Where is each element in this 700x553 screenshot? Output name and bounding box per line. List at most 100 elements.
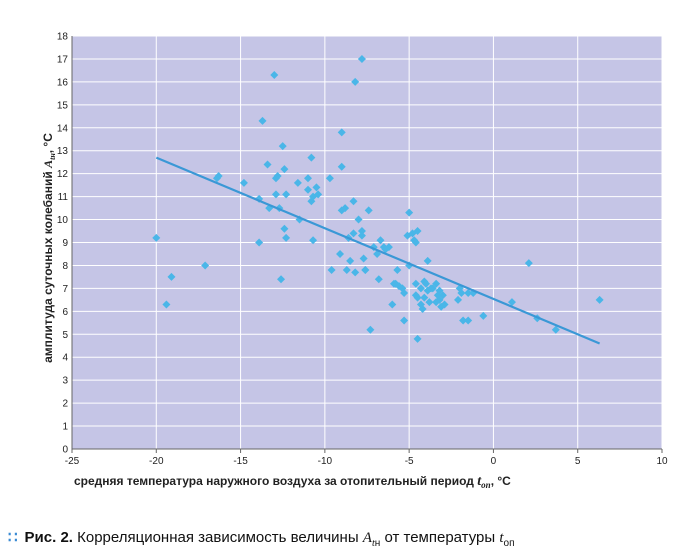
caption-var-a-sub: tн: [371, 538, 381, 549]
data-point: [507, 298, 516, 307]
caption-text: Корреляционная зависимость величины: [72, 529, 363, 546]
figure-label: Рис. 2.: [24, 529, 73, 546]
data-point: [438, 291, 447, 300]
x-tick-label: 0: [491, 456, 497, 467]
y-axis-title: амплитуда суточных колебаний Atн, °С: [41, 133, 57, 363]
y-tick-label: 12: [57, 169, 69, 180]
data-point: [359, 254, 368, 263]
y-tick-label: 4: [62, 353, 68, 364]
data-point: [595, 295, 604, 304]
data-points: [152, 54, 604, 343]
data-point: [384, 243, 393, 252]
y-tick-label: 10: [57, 215, 69, 226]
data-point: [309, 236, 318, 245]
x-tick-label: -25: [65, 456, 80, 467]
data-point: [342, 266, 351, 275]
data-point: [411, 279, 420, 288]
data-point: [327, 266, 336, 275]
data-point: [464, 288, 473, 297]
data-point: [400, 288, 409, 297]
data-point: [304, 185, 312, 194]
data-point: [420, 293, 429, 302]
data-point: [357, 227, 366, 236]
y-tick-label: 9: [62, 238, 68, 249]
data-point: [255, 238, 264, 247]
y-tick-label: 16: [57, 77, 69, 88]
data-point: [293, 178, 302, 187]
data-point: [304, 174, 312, 183]
data-point: [432, 279, 441, 288]
data-point: [239, 178, 248, 187]
data-point: [351, 268, 360, 277]
data-point: [413, 227, 422, 236]
data-point: [336, 249, 345, 258]
y-tick-label: 3: [62, 376, 68, 387]
y-tick-label: 13: [57, 146, 69, 157]
data-point: [376, 236, 385, 245]
data-point: [440, 300, 449, 309]
data-point: [422, 279, 430, 288]
data-point: [341, 204, 350, 213]
data-point: [418, 305, 427, 314]
x-tick-label: -5: [405, 456, 414, 467]
data-point: [361, 266, 370, 275]
y-tick-label: 15: [57, 100, 69, 111]
y-tick-label: 2: [62, 399, 68, 410]
x-tick-label: 10: [656, 456, 668, 467]
y-tick-label: 14: [57, 123, 69, 134]
data-point: [277, 275, 286, 284]
y-tick-label: 18: [57, 32, 69, 43]
caption-var-a: A: [362, 530, 372, 546]
data-point: [280, 165, 289, 174]
data-point: [337, 128, 346, 137]
data-point: [263, 160, 272, 169]
caption-text-middle: от температуры: [380, 529, 500, 546]
data-point: [454, 295, 463, 304]
data-point: [280, 224, 289, 233]
data-point: [366, 325, 375, 334]
data-point: [524, 259, 533, 268]
y-tick-label: 7: [62, 284, 68, 295]
y-tick-label: 5: [62, 330, 68, 341]
data-point: [393, 266, 402, 275]
data-point: [411, 238, 420, 247]
y-tick-label: 17: [57, 54, 69, 65]
data-point: [152, 233, 161, 242]
data-point: [162, 300, 171, 309]
data-point: [364, 206, 373, 215]
data-point: [282, 233, 291, 242]
x-tick-label: -10: [318, 456, 333, 467]
y-tick-label: 6: [62, 307, 68, 318]
data-point: [167, 272, 176, 281]
data-point: [357, 231, 366, 240]
data-point: [271, 190, 280, 199]
data-point: [307, 153, 316, 162]
data-point: [270, 71, 279, 80]
x-tick-label: -15: [233, 456, 248, 467]
data-point: [464, 316, 473, 325]
caption-var-t-sub: оп: [503, 538, 515, 549]
data-point: [413, 293, 422, 302]
y-tick-label: 0: [62, 445, 68, 456]
data-point: [201, 261, 210, 270]
data-point: [349, 197, 358, 206]
data-point: [278, 142, 287, 151]
data-point: [423, 256, 432, 265]
data-point: [374, 275, 383, 284]
trend-line: [155, 156, 601, 345]
data-point: [479, 311, 488, 320]
data-point: [388, 300, 397, 309]
x-tick-label: 5: [575, 456, 581, 467]
data-point: [457, 288, 466, 297]
data-point: [282, 190, 291, 199]
data-point: [413, 334, 422, 343]
y-tick-label: 11: [58, 192, 69, 203]
data-point: [425, 298, 434, 307]
figure-caption: ∷ Рис. 2. Корреляционная зависимость вели…: [8, 528, 515, 549]
data-point: [346, 256, 355, 265]
data-point: [354, 215, 363, 224]
y-tick-label: 8: [62, 261, 68, 272]
data-point: [351, 77, 360, 86]
data-point: [214, 171, 223, 180]
